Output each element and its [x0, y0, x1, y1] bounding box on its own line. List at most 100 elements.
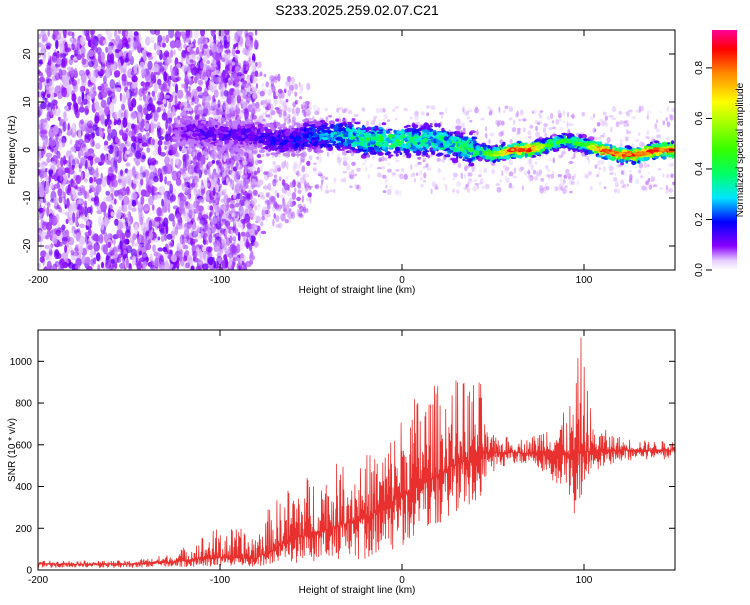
noise-blob — [226, 246, 229, 252]
noise-blob — [119, 218, 126, 225]
noise-blob — [552, 126, 556, 130]
noise-blob — [42, 197, 47, 204]
noise-blob — [364, 166, 368, 172]
noise-blob — [594, 129, 597, 132]
noise-blob — [242, 224, 244, 231]
noise-blob — [666, 137, 670, 141]
noise-blob — [197, 198, 202, 203]
noise-blob — [44, 67, 51, 74]
noise-blob — [309, 185, 314, 188]
noise-blob — [251, 102, 257, 107]
noise-blob — [92, 152, 95, 159]
noise-blob — [567, 111, 570, 118]
noise-blob — [98, 53, 102, 64]
noise-blob — [105, 190, 110, 196]
noise-blob — [68, 58, 73, 66]
noise-blob — [280, 104, 285, 109]
noise-blob — [628, 131, 632, 134]
noise-blob — [307, 112, 311, 118]
noise-blob — [70, 249, 75, 256]
noise-blob — [189, 38, 192, 44]
noise-blob — [55, 252, 62, 259]
noise-blob — [245, 95, 252, 103]
noise-blob — [289, 181, 295, 188]
noise-blob — [163, 62, 168, 70]
noise-blob — [260, 221, 264, 227]
noise-blob — [127, 98, 132, 108]
noise-blob — [107, 166, 113, 177]
noise-blob — [184, 172, 190, 180]
noise-blob — [167, 57, 173, 64]
noise-blob — [157, 91, 163, 101]
noise-blob — [117, 30, 122, 35]
noise-blob — [338, 107, 343, 110]
noise-blob — [53, 183, 61, 189]
noise-blob — [280, 162, 287, 169]
noise-blob — [218, 173, 222, 178]
noise-blob — [198, 188, 204, 196]
noise-blob — [100, 155, 105, 165]
noise-blob — [196, 103, 201, 108]
noise-blob — [156, 106, 161, 113]
noise-blob — [211, 159, 216, 164]
noise-blob — [596, 122, 601, 127]
noise-blob — [603, 186, 607, 189]
noise-blob — [212, 186, 216, 197]
noise-blob — [137, 113, 143, 122]
noise-blob — [361, 162, 366, 166]
noise-blob — [205, 212, 209, 219]
noise-blob — [94, 157, 101, 164]
noise-blob — [388, 185, 393, 190]
noise-blob — [196, 55, 201, 61]
noise-blob — [64, 167, 70, 174]
noise-blob — [201, 47, 205, 56]
noise-blob — [126, 239, 130, 245]
noise-blob — [92, 124, 98, 131]
noise-blob — [61, 236, 69, 242]
noise-blob — [170, 70, 175, 80]
noise-blob — [61, 224, 66, 231]
noise-blob — [38, 182, 42, 187]
noise-blob — [58, 207, 63, 213]
noise-blob — [299, 96, 303, 100]
noise-blob — [217, 99, 221, 109]
noise-blob — [61, 210, 67, 215]
noise-blob — [234, 202, 240, 208]
signal-blob — [227, 117, 231, 121]
noise-blob — [273, 99, 279, 106]
noise-blob — [576, 180, 580, 186]
noise-blob — [149, 175, 155, 180]
noise-blob — [103, 232, 108, 243]
noise-blob — [404, 173, 407, 176]
noise-blob — [515, 112, 519, 118]
noise-blob — [221, 243, 227, 251]
noise-blob — [211, 151, 215, 160]
noise-blob — [286, 210, 290, 218]
noise-blob — [165, 34, 169, 44]
noise-blob — [178, 251, 184, 257]
noise-blob — [544, 132, 548, 138]
noise-blob — [38, 150, 42, 162]
noise-blob — [666, 121, 671, 128]
noise-blob — [638, 132, 641, 137]
noise-blob — [213, 52, 216, 58]
noise-blob — [207, 253, 213, 258]
noise-blob — [153, 42, 157, 51]
noise-blob — [107, 241, 112, 249]
noise-blob — [539, 119, 542, 125]
noise-blob — [527, 158, 531, 165]
noise-blob — [615, 121, 620, 128]
noise-blob — [221, 72, 226, 77]
noise-blob — [222, 100, 226, 109]
noise-blob — [324, 107, 328, 112]
noise-blob — [581, 112, 586, 117]
noise-blob — [305, 187, 311, 192]
noise-blob — [669, 188, 673, 193]
noise-blob — [46, 202, 51, 208]
noise-blob — [252, 86, 257, 92]
noise-blob — [452, 188, 455, 193]
noise-blob — [259, 166, 264, 173]
noise-blob — [314, 184, 319, 189]
noise-blob — [201, 179, 204, 185]
noise-blob — [65, 150, 72, 159]
